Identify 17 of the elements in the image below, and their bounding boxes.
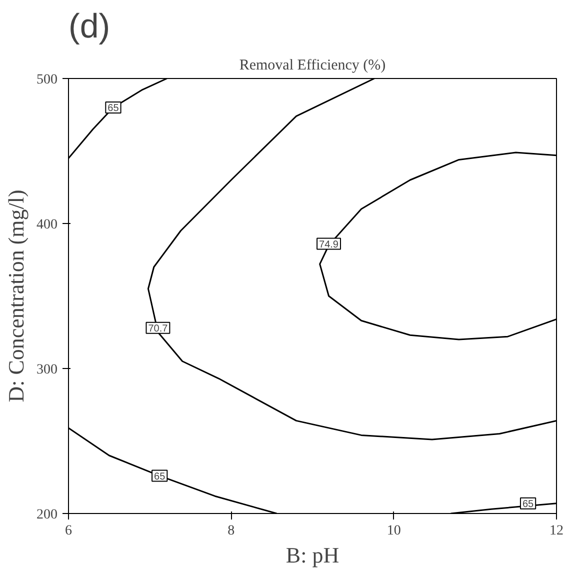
y-axis-title: D: Concentration (mg/l) (4, 190, 28, 402)
annotation: 65 (522, 498, 534, 510)
y-tick-label: 300 (36, 362, 58, 378)
annotation: 70.7 (148, 323, 168, 334)
y-tick-label: 400 (36, 218, 58, 232)
x-tick-label: 8 (228, 524, 235, 538)
y-tick-label: 200 (36, 508, 58, 522)
annotation: 65 (108, 103, 120, 114)
line-series (68, 427, 278, 514)
y-tick-label: 500 (36, 72, 58, 88)
x-tick-label: 6 (65, 524, 72, 538)
x-tick-label: 10 (386, 524, 401, 538)
annotation: 65 (154, 471, 166, 482)
chart-title: Removal Efficiency (%) (239, 58, 386, 74)
x-axis-title: B: pH (286, 542, 340, 568)
x-tick-label: 12 (550, 524, 564, 538)
text: (d) (68, 8, 110, 46)
